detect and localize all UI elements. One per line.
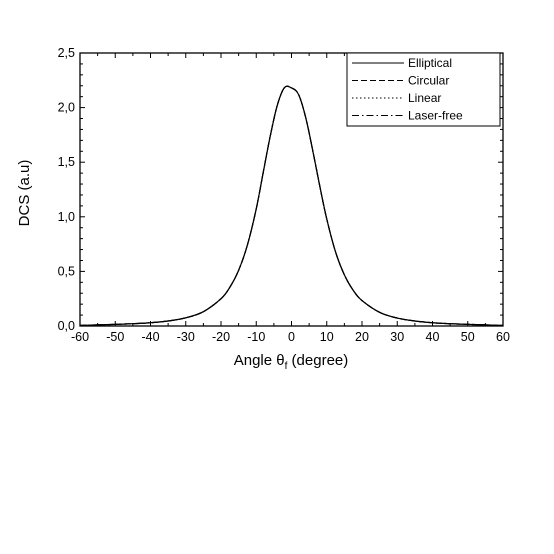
- y-axis-title: DCS (a.u): [16, 160, 33, 227]
- x-tick-label: -50: [106, 330, 124, 344]
- legend-box: [346, 52, 501, 127]
- series-layer: [79, 85, 504, 327]
- x-axis-title-suffix: (degree): [287, 352, 348, 369]
- x-tick-label: 40: [426, 330, 440, 344]
- y-tick-label: 1,0: [58, 210, 75, 224]
- y-tick-label: 2,0: [58, 101, 75, 115]
- y-tick-label: 2,5: [58, 46, 75, 60]
- x-tick-label: 30: [390, 330, 404, 344]
- legend-label: Circular: [408, 74, 449, 88]
- legend-label: Laser-free: [408, 109, 463, 123]
- y-tick-label: 0,0: [58, 319, 75, 333]
- x-tick-label: -10: [247, 330, 265, 344]
- x-tick-label: -30: [177, 330, 195, 344]
- x-tick-label: 60: [496, 330, 510, 344]
- y-tick-label: 0,5: [58, 264, 75, 278]
- series-line-laser-free: [79, 85, 504, 327]
- x-tick-label: -40: [141, 330, 159, 344]
- x-tick-label: -20: [212, 330, 230, 344]
- x-tick-label: 50: [461, 330, 475, 344]
- x-tick-label: 10: [320, 330, 334, 344]
- x-axis-title-main: Angle θ: [234, 352, 285, 369]
- legend: Elliptical Circular Linear Laser-free: [346, 52, 501, 127]
- x-axis-ticks: -60 -50 -40 -30 -20 -10 0 10 20 30 40 50 60: [71, 53, 510, 344]
- x-tick-label: 20: [355, 330, 369, 344]
- legend-label: Linear: [408, 91, 441, 105]
- legend-label: Elliptical: [408, 56, 452, 70]
- x-tick-label: -60: [71, 330, 89, 344]
- y-tick-label: 1,5: [58, 155, 75, 169]
- x-axis-title: Angle θf (degree): [234, 352, 349, 372]
- x-tick-label: 0: [288, 330, 295, 344]
- x-axis-title-subscript: f: [285, 361, 288, 372]
